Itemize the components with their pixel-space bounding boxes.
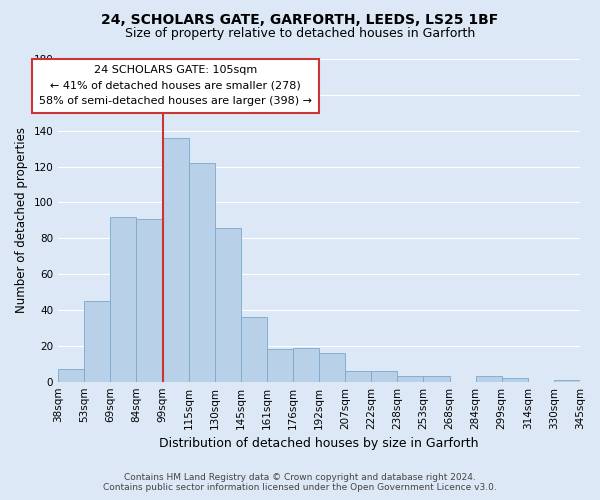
Bar	[110, 217, 136, 382]
Text: Contains HM Land Registry data © Crown copyright and database right 2024.
Contai: Contains HM Land Registry data © Crown c…	[103, 473, 497, 492]
Bar	[554, 380, 580, 382]
Bar	[424, 376, 449, 382]
Y-axis label: Number of detached properties: Number of detached properties	[15, 128, 28, 314]
Bar	[58, 369, 84, 382]
Bar	[371, 371, 397, 382]
Text: 24 SCHOLARS GATE: 105sqm
← 41% of detached houses are smaller (278)
58% of semi-: 24 SCHOLARS GATE: 105sqm ← 41% of detach…	[39, 66, 312, 106]
Bar	[293, 348, 319, 382]
Bar	[215, 228, 241, 382]
Bar	[241, 317, 267, 382]
Text: Size of property relative to detached houses in Garforth: Size of property relative to detached ho…	[125, 28, 475, 40]
Bar	[345, 371, 371, 382]
Bar	[397, 376, 424, 382]
Bar	[188, 163, 215, 382]
Bar	[319, 353, 345, 382]
X-axis label: Distribution of detached houses by size in Garforth: Distribution of detached houses by size …	[160, 437, 479, 450]
Bar	[163, 138, 188, 382]
Text: 24, SCHOLARS GATE, GARFORTH, LEEDS, LS25 1BF: 24, SCHOLARS GATE, GARFORTH, LEEDS, LS25…	[101, 12, 499, 26]
Bar	[502, 378, 528, 382]
Bar	[84, 301, 110, 382]
Bar	[136, 218, 163, 382]
Bar	[267, 350, 293, 382]
Bar	[476, 376, 502, 382]
